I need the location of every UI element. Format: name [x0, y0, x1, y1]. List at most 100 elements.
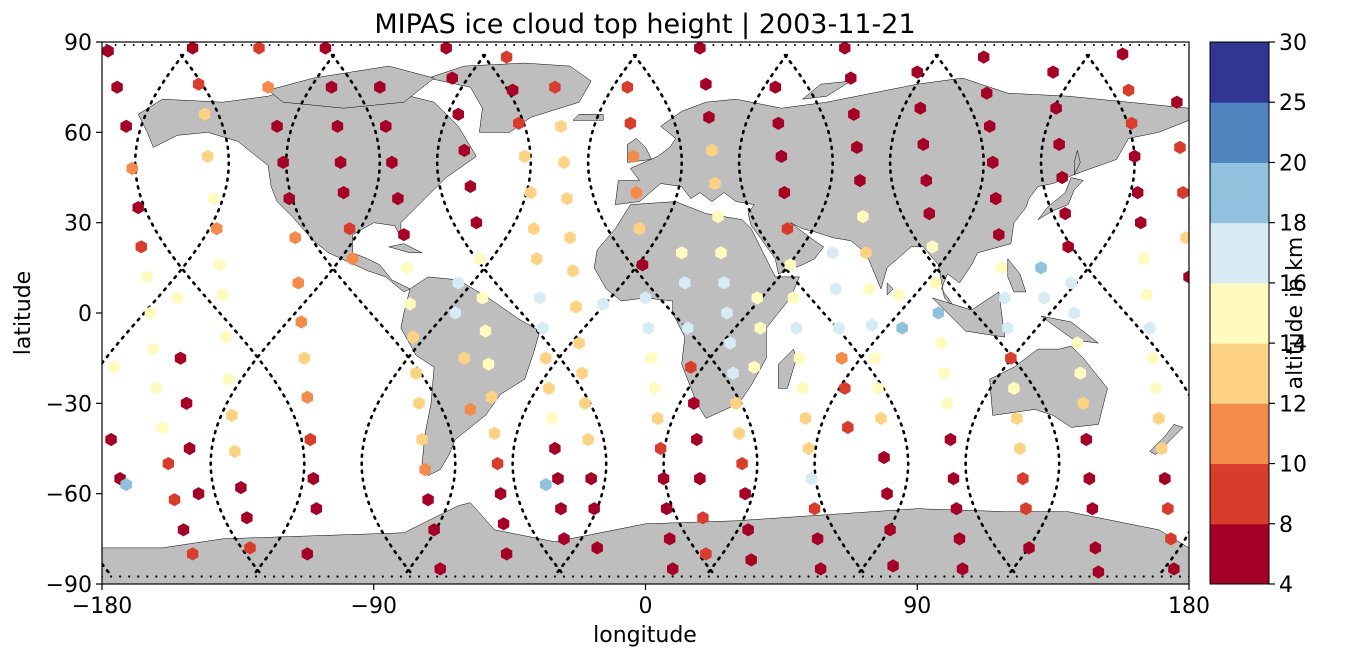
cloud-top-marker	[1141, 288, 1153, 302]
cloud-top-marker	[1116, 47, 1129, 61]
cloud-top-marker	[497, 517, 510, 531]
polar-track-dot	[676, 44, 679, 47]
cloud-top-marker	[244, 541, 256, 555]
polar-track-dot	[644, 575, 647, 578]
cloud-top-marker	[570, 300, 582, 314]
colorbar-segment	[1210, 222, 1269, 284]
cloud-top-marker	[519, 149, 531, 163]
cloud-top-marker	[458, 351, 470, 365]
polar-track-dot	[961, 575, 964, 578]
land-madagascar	[778, 348, 797, 389]
cloud-top-marker	[126, 161, 138, 176]
cloud-top-marker	[978, 50, 990, 64]
cloud-top-marker	[935, 336, 948, 350]
polar-track-dot	[472, 575, 475, 578]
cloud-top-marker	[688, 396, 700, 410]
y-axis: −90 −60 −30 0 30 60 90	[46, 31, 102, 598]
polar-track-dot	[1006, 575, 1009, 578]
y-tick-label: 90	[64, 31, 92, 56]
cloud-top-marker	[558, 532, 570, 546]
colorbar-segment	[1210, 343, 1269, 404]
polar-track-dot	[313, 44, 316, 47]
polar-track-dot	[567, 44, 570, 47]
polar-track-dot	[626, 575, 629, 578]
cloud-top-marker	[470, 216, 483, 230]
polar-track-dot	[517, 575, 520, 578]
cloud-top-marker	[639, 291, 652, 305]
cloud-top-marker	[685, 360, 697, 374]
polar-track-dot	[816, 575, 819, 578]
polar-track-dot	[707, 575, 711, 578]
polar-track-dot	[485, 44, 488, 47]
cloud-top-marker	[141, 270, 153, 284]
cloud-top-marker	[192, 487, 205, 501]
cloud-top-marker	[633, 222, 646, 236]
cloud-top-marker	[301, 547, 313, 561]
cloud-top-marker	[226, 408, 238, 422]
cloud-top-marker	[667, 562, 679, 576]
polar-track-dot	[544, 575, 547, 578]
land-eurasia	[615, 77, 1189, 311]
cloud-top-marker	[531, 252, 543, 266]
polar-track-dot	[1124, 575, 1127, 578]
cloud-top-marker	[700, 547, 712, 561]
polar-track-dot	[304, 44, 307, 47]
polar-track-dot	[218, 575, 221, 578]
polar-track-dot	[1020, 44, 1023, 47]
cloud-top-marker	[748, 360, 760, 374]
polar-track-dot	[227, 575, 230, 578]
cloud-top-marker	[742, 523, 754, 537]
polar-track-dot	[993, 44, 996, 47]
cloud-top-marker	[938, 366, 951, 380]
polar-track-dot	[205, 44, 208, 47]
colorbar-tick-label: 10	[1279, 453, 1307, 478]
polar-track-dot	[245, 575, 249, 578]
polar-track-dot	[454, 575, 457, 578]
cloud-top-marker	[694, 472, 706, 486]
cloud-top-marker	[132, 201, 144, 215]
land-masses	[102, 62, 1189, 584]
y-tick-label: 0	[78, 302, 92, 327]
cloud-top-marker	[1132, 186, 1144, 200]
cloud-top-marker	[549, 441, 561, 456]
cloud-top-marker	[588, 502, 600, 516]
polar-track-dot	[295, 44, 298, 47]
polar-track-dot	[241, 44, 244, 47]
cloud-top-marker	[796, 381, 809, 395]
polar-track-dot	[168, 44, 171, 47]
cloud-top-marker	[739, 487, 751, 501]
cloud-top-marker	[555, 119, 567, 133]
cloud-top-marker	[1047, 65, 1059, 79]
cloud-top-marker	[956, 562, 969, 576]
cloud-top-marker	[1159, 472, 1171, 486]
polar-track-dot	[884, 44, 887, 47]
cloud-top-marker	[944, 432, 957, 447]
cloud-top-marker	[1035, 261, 1047, 275]
cloud-top-marker	[183, 441, 196, 456]
cloud-top-marker	[301, 390, 313, 404]
polar-track-dot	[413, 44, 416, 47]
polar-track-dot	[150, 44, 153, 47]
cloud-top-marker	[168, 493, 181, 507]
cloud-top-marker	[319, 42, 332, 55]
polar-track-dot	[730, 44, 733, 47]
cloud-top-marker	[214, 258, 226, 272]
cloud-top-marker	[1122, 83, 1135, 97]
polar-track-dot	[562, 575, 566, 578]
cloud-top-marker	[836, 351, 848, 365]
cloud-top-marker	[506, 83, 519, 97]
cloud-top-marker	[878, 450, 890, 465]
polar-track-dot	[467, 44, 470, 47]
colorbar: 4 8 10 12 14 16 18 20 25 30	[1209, 31, 1307, 598]
polar-track-dot	[979, 575, 982, 578]
cloud-top-marker	[1038, 291, 1050, 305]
cloud-top-marker	[494, 487, 507, 501]
cloud-top-marker	[500, 547, 513, 561]
polar-track-dot	[925, 575, 928, 578]
cloud-top-marker	[881, 487, 893, 501]
cloud-top-marker	[549, 80, 561, 94]
polar-track-dot	[268, 44, 271, 47]
cloud-top-marker	[845, 71, 857, 85]
cloud-top-marker	[582, 432, 594, 447]
cloud-top-marker	[186, 547, 199, 561]
